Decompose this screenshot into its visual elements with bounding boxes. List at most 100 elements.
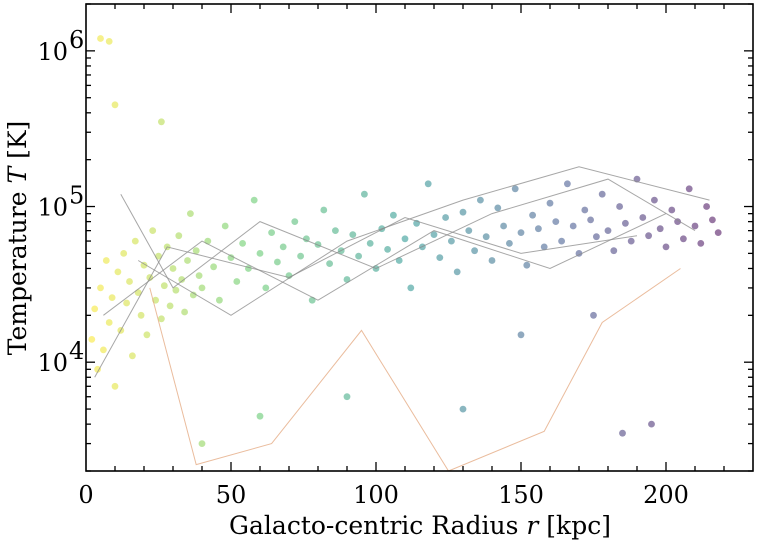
track-lines <box>94 166 710 471</box>
data-point <box>172 286 180 294</box>
y-axis-label: Temperature T [K] <box>3 121 32 356</box>
x-tick-label: 50 <box>216 481 247 509</box>
data-point <box>610 247 618 255</box>
data-point <box>120 250 128 257</box>
data-point <box>181 308 189 316</box>
data-point <box>645 232 652 240</box>
data-point <box>459 405 467 413</box>
data-point <box>459 208 467 216</box>
data-point <box>390 211 397 219</box>
data-point <box>320 206 328 214</box>
data-point <box>129 352 136 360</box>
data-point <box>250 196 258 204</box>
data-point <box>256 412 264 420</box>
data-point <box>105 319 113 326</box>
data-point <box>195 272 203 279</box>
data-point <box>100 346 107 354</box>
data-point <box>627 237 635 245</box>
x-axis-label-variable: r <box>526 511 540 540</box>
data-point <box>198 440 206 447</box>
data-point <box>126 278 133 285</box>
data-point <box>674 218 681 226</box>
data-point <box>656 225 664 233</box>
data-point <box>546 199 554 207</box>
data-point <box>137 311 145 319</box>
data-point <box>233 278 241 285</box>
data-point <box>604 227 612 235</box>
data-point <box>297 252 304 260</box>
data-point <box>88 336 96 343</box>
data-point <box>97 284 104 292</box>
x-tick-label: 0 <box>78 481 93 509</box>
data-point <box>131 237 139 245</box>
data-point <box>714 229 722 237</box>
data-point <box>184 257 191 264</box>
data-point <box>158 315 165 323</box>
data-point <box>471 247 478 255</box>
y-tick-label-exponent: 4 <box>69 337 84 365</box>
track-line <box>137 166 710 316</box>
data-point <box>111 382 119 390</box>
data-point <box>332 227 339 235</box>
data-point <box>523 261 531 269</box>
data-point <box>535 225 542 233</box>
data-point <box>407 284 415 292</box>
x-axis-label-prefix: Galacto-centric Radius <box>229 511 526 540</box>
data-point <box>355 252 362 260</box>
data-point <box>187 210 194 218</box>
data-point <box>111 101 119 109</box>
data-point <box>175 232 183 240</box>
y-axis-label-variable: T <box>3 165 32 184</box>
data-point <box>169 265 177 272</box>
data-point <box>366 240 374 247</box>
data-point <box>178 276 186 283</box>
data-point <box>303 235 310 243</box>
data-point <box>424 180 432 188</box>
data-point <box>361 190 368 198</box>
data-point <box>517 331 525 339</box>
data-point <box>552 218 560 226</box>
data-point <box>349 231 357 239</box>
data-point <box>102 257 110 264</box>
data-point <box>616 203 623 210</box>
x-tick-label: 100 <box>353 481 399 509</box>
data-point <box>590 311 597 319</box>
data-point <box>581 206 589 214</box>
data-point <box>158 118 165 126</box>
data-point <box>697 240 705 247</box>
data-points <box>88 35 722 447</box>
data-point <box>685 185 693 193</box>
x-tick-label: 200 <box>643 481 689 509</box>
data-point <box>384 246 391 253</box>
data-point <box>291 218 299 226</box>
y-tick-label-base: 10 <box>37 349 68 377</box>
data-point <box>564 180 571 188</box>
data-point <box>192 247 200 255</box>
data-point <box>123 299 130 307</box>
data-point <box>619 429 626 437</box>
data-point <box>648 420 655 428</box>
data-point <box>639 214 647 221</box>
data-point <box>448 237 455 245</box>
track-line <box>149 268 681 471</box>
data-point <box>143 331 151 339</box>
x-axis-label: Galacto-centric Radius r [kpc] <box>229 511 611 540</box>
data-point <box>210 263 218 271</box>
data-point <box>488 257 496 264</box>
data-point <box>401 235 409 243</box>
data-point <box>569 222 577 230</box>
y-tick-label-base: 10 <box>37 38 68 66</box>
x-tick-label: 150 <box>498 481 544 509</box>
track-line <box>94 216 638 378</box>
data-point <box>668 206 676 214</box>
data-point <box>149 227 157 235</box>
data-point <box>436 254 444 261</box>
data-point <box>709 216 716 224</box>
x-axis-label-unit: [kpc] <box>538 511 611 540</box>
track-line <box>120 178 696 289</box>
axis-ticks <box>86 3 753 472</box>
data-point <box>598 190 606 198</box>
